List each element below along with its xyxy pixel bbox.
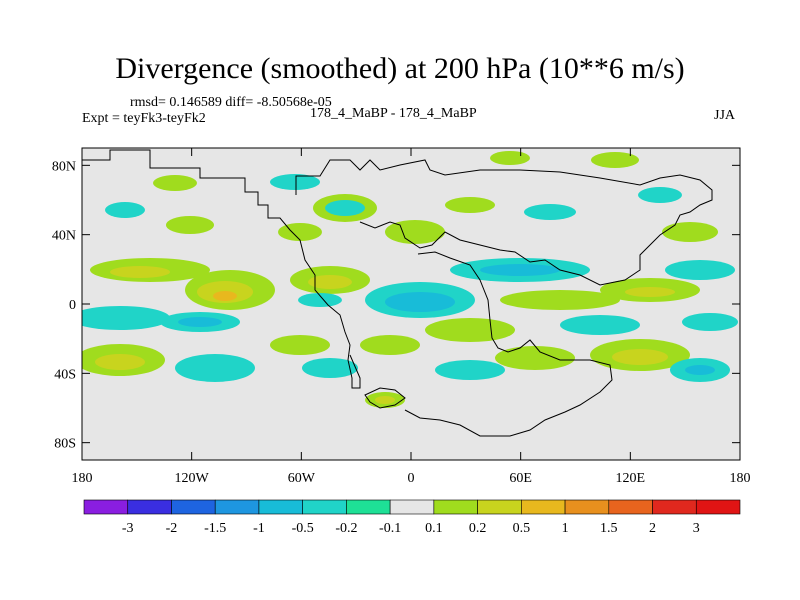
contour-patch [178,317,222,327]
colorbar-label: -3 [122,521,134,536]
contour-patch [560,315,640,335]
colorbar-swatch [695,499,741,515]
island-outline [364,387,406,409]
case-label: 178_4_MaBP - 178_4_MaBP [310,106,477,121]
contour-patch [495,346,575,370]
colorbar-swatch [389,499,435,515]
contour-patch [591,152,639,168]
contour-patch [480,264,560,276]
contour-patch [360,335,420,355]
colorbar-label: -0.1 [379,521,401,536]
x-tick-label: 60E [509,471,532,486]
contour-patch [625,287,675,297]
colorbar-swatch [302,499,347,515]
colorbar-swatch [521,499,566,515]
contour-patch [524,204,576,220]
y-axis: 80N 40N 0 40S 80S [52,159,740,452]
colorbar-swatch [346,499,391,515]
colorbar-label: 2 [649,521,656,536]
colorbar-label: 1 [562,521,569,536]
y-tick-label: 80N [52,159,76,174]
colorbar-swatch [652,499,697,515]
contour-patch [308,275,352,289]
x-tick-label: 0 [408,471,415,486]
colorbar-swatch [608,499,653,515]
contour-patch [385,292,455,312]
contour-patch [270,174,320,190]
contour-patch [445,197,495,213]
contour-patch [166,216,214,234]
contour-patch [375,396,395,404]
contour-patch [82,306,170,330]
colorbar: -3 -2 -1.5 -1 -0.5 -0.2 -0.1 0.1 0.2 0.5 1 1.5 2 3 [83,499,741,536]
contour-patch [500,290,620,310]
contour-field [82,151,738,408]
contour-patch [665,260,735,280]
contour-patch [278,223,322,241]
x-tick-label: 60W [288,471,316,486]
contour-patch [153,175,197,191]
contour-patch [612,349,668,365]
stats-label: rmsd= 0.146589 diff= -8.50568e-05 [130,95,332,110]
colorbar-swatch [258,499,303,515]
contour-patch [425,318,515,342]
season-label: JJA [714,108,736,123]
contour-patch [662,222,718,242]
colorbar-label: -1.5 [204,521,226,536]
contour-patch [638,187,682,203]
colorbar-swatch [477,499,522,515]
y-tick-label: 40N [52,229,76,244]
colorbar-swatch [83,499,129,515]
africa-oceania-outline [404,251,613,437]
colorbar-label: -0.2 [335,521,357,536]
contour-patch [302,358,358,378]
colorbar-swatch [433,499,478,515]
contour-patch [685,365,715,375]
contour-patch [682,313,738,331]
colorbar-label: -2 [166,521,178,536]
eurasia-outline [295,159,713,286]
colorbar-label: -0.5 [292,521,314,536]
colorbar-swatch [127,499,172,515]
colorbar-label: 3 [693,521,700,536]
colorbar-label: 0.2 [469,521,487,536]
x-tick-label: 180 [730,471,751,486]
x-tick-label: 120W [175,471,210,486]
contour-patch [270,335,330,355]
chart-title: Divergence (smoothed) at 200 hPa (10**6 … [115,52,685,85]
colorbar-swatch [171,499,216,515]
colorbar-label: 0.5 [513,521,531,536]
x-tick-label: 120E [616,471,646,486]
contour-patch [105,202,145,218]
americas-outline [82,149,361,389]
colorbar-swatch [564,499,610,515]
colorbar-label: -1 [253,521,265,536]
contour-patch [325,200,365,216]
y-tick-label: 0 [69,298,76,313]
contour-patch [298,293,342,307]
y-tick-label: 80S [54,437,76,452]
colorbar-swatch [214,499,260,515]
x-tick-label: 180 [72,471,93,486]
contour-patch [175,354,255,382]
contour-patch [435,360,505,380]
contour-patch [95,354,145,370]
y-tick-label: 40S [54,367,76,382]
colorbar-label: 1.5 [600,521,618,536]
experiment-label: Expt = teyFk3-teyFk2 [82,111,206,126]
contour-patch [110,266,170,278]
x-axis: 180 120W 60W 0 60E 120E 180 [72,148,751,486]
contour-patch [213,291,237,301]
contour-patch [490,151,530,165]
colorbar-label: 0.1 [425,521,443,536]
continent-outlines [82,149,713,437]
